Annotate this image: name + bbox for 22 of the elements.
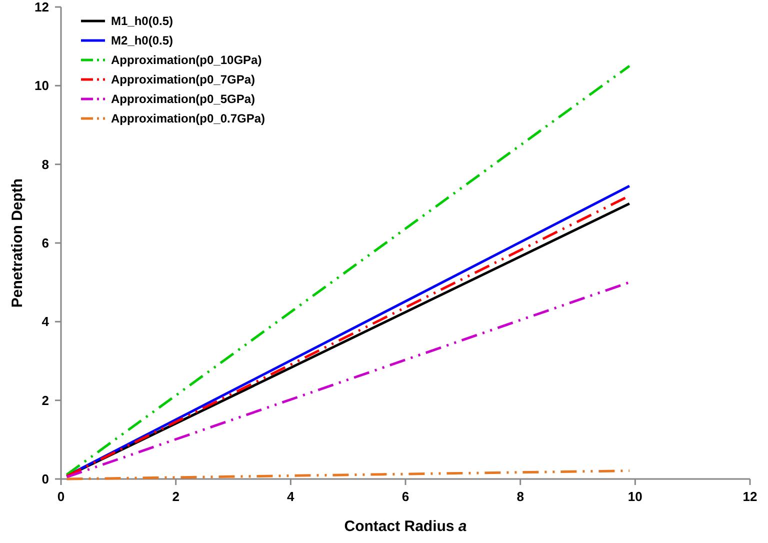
x-tick-label: 6 [402, 489, 410, 504]
legend-label: Approximation(p0_5GPa) [111, 92, 256, 106]
x-tick-label: 12 [742, 489, 758, 504]
y-tick-label: 8 [42, 156, 49, 172]
x-tick-label: 4 [287, 489, 296, 504]
legend-label: Approximation(p0_7GPa) [111, 72, 256, 87]
y-tick-label: 2 [42, 392, 49, 408]
x-tick-label: 2 [172, 489, 180, 504]
x-tick-label: 8 [516, 489, 524, 504]
legend-label: Approximation(p0_10GPa) [111, 53, 262, 68]
y-tick-label: 12 [34, 0, 49, 15]
y-tick-label: 4 [42, 314, 50, 330]
y-axis-title: Penetration Depth [9, 178, 26, 308]
legend-label: M2_h0(0.5) [111, 34, 174, 48]
x-axis-title: Contact Radius a [344, 518, 467, 535]
legend-label: Approximation(p0_0.7GPa) [111, 112, 266, 126]
y-tick-label: 10 [34, 78, 49, 94]
x-tick-label: 10 [628, 489, 642, 504]
y-tick-label: 0 [42, 472, 49, 487]
legend-label: M1_h0(0.5) [111, 14, 174, 28]
y-tick-label: 6 [42, 236, 49, 251]
x-tick-label: 0 [57, 489, 65, 504]
